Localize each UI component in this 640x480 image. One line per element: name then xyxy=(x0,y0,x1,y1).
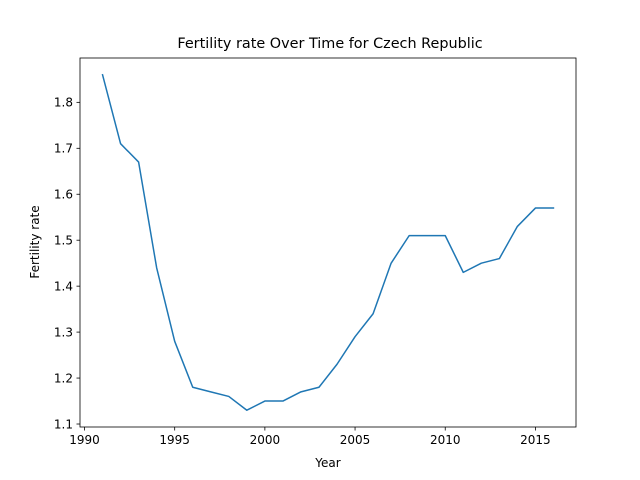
x-axis-label: Year xyxy=(314,456,340,470)
y-tick-label: 1.2 xyxy=(54,371,73,385)
x-tick-label: 1995 xyxy=(159,433,190,447)
x-axis-ticks: 1990 1995 2000 2005 2010 2015 xyxy=(69,427,551,447)
x-tick-label: 2015 xyxy=(520,433,551,447)
axes-frame xyxy=(79,57,577,428)
x-tick-label: 1990 xyxy=(69,433,100,447)
y-tick-label: 1.8 xyxy=(54,96,73,110)
plot-area xyxy=(79,57,577,428)
y-tick-label: 1.3 xyxy=(54,325,73,339)
x-tick-label: 2010 xyxy=(430,433,461,447)
y-axis-label: Fertility rate xyxy=(28,205,42,278)
y-tick-label: 1.7 xyxy=(54,142,73,156)
y-tick-label: 1.4 xyxy=(54,279,73,293)
x-tick-label: 2000 xyxy=(250,433,281,447)
y-tick-label: 1.5 xyxy=(54,234,73,248)
y-tick-label: 1.6 xyxy=(54,188,73,202)
y-axis-ticks: 1.1 1.2 1.3 1.4 1.5 1.6 1.7 1.8 xyxy=(54,96,80,431)
y-tick-label: 1.1 xyxy=(54,417,73,431)
chart-title: Fertility rate Over Time for Czech Repub… xyxy=(177,36,482,52)
series-layer xyxy=(101,73,555,411)
series-line xyxy=(101,73,555,411)
x-tick-label: 2005 xyxy=(340,433,371,447)
